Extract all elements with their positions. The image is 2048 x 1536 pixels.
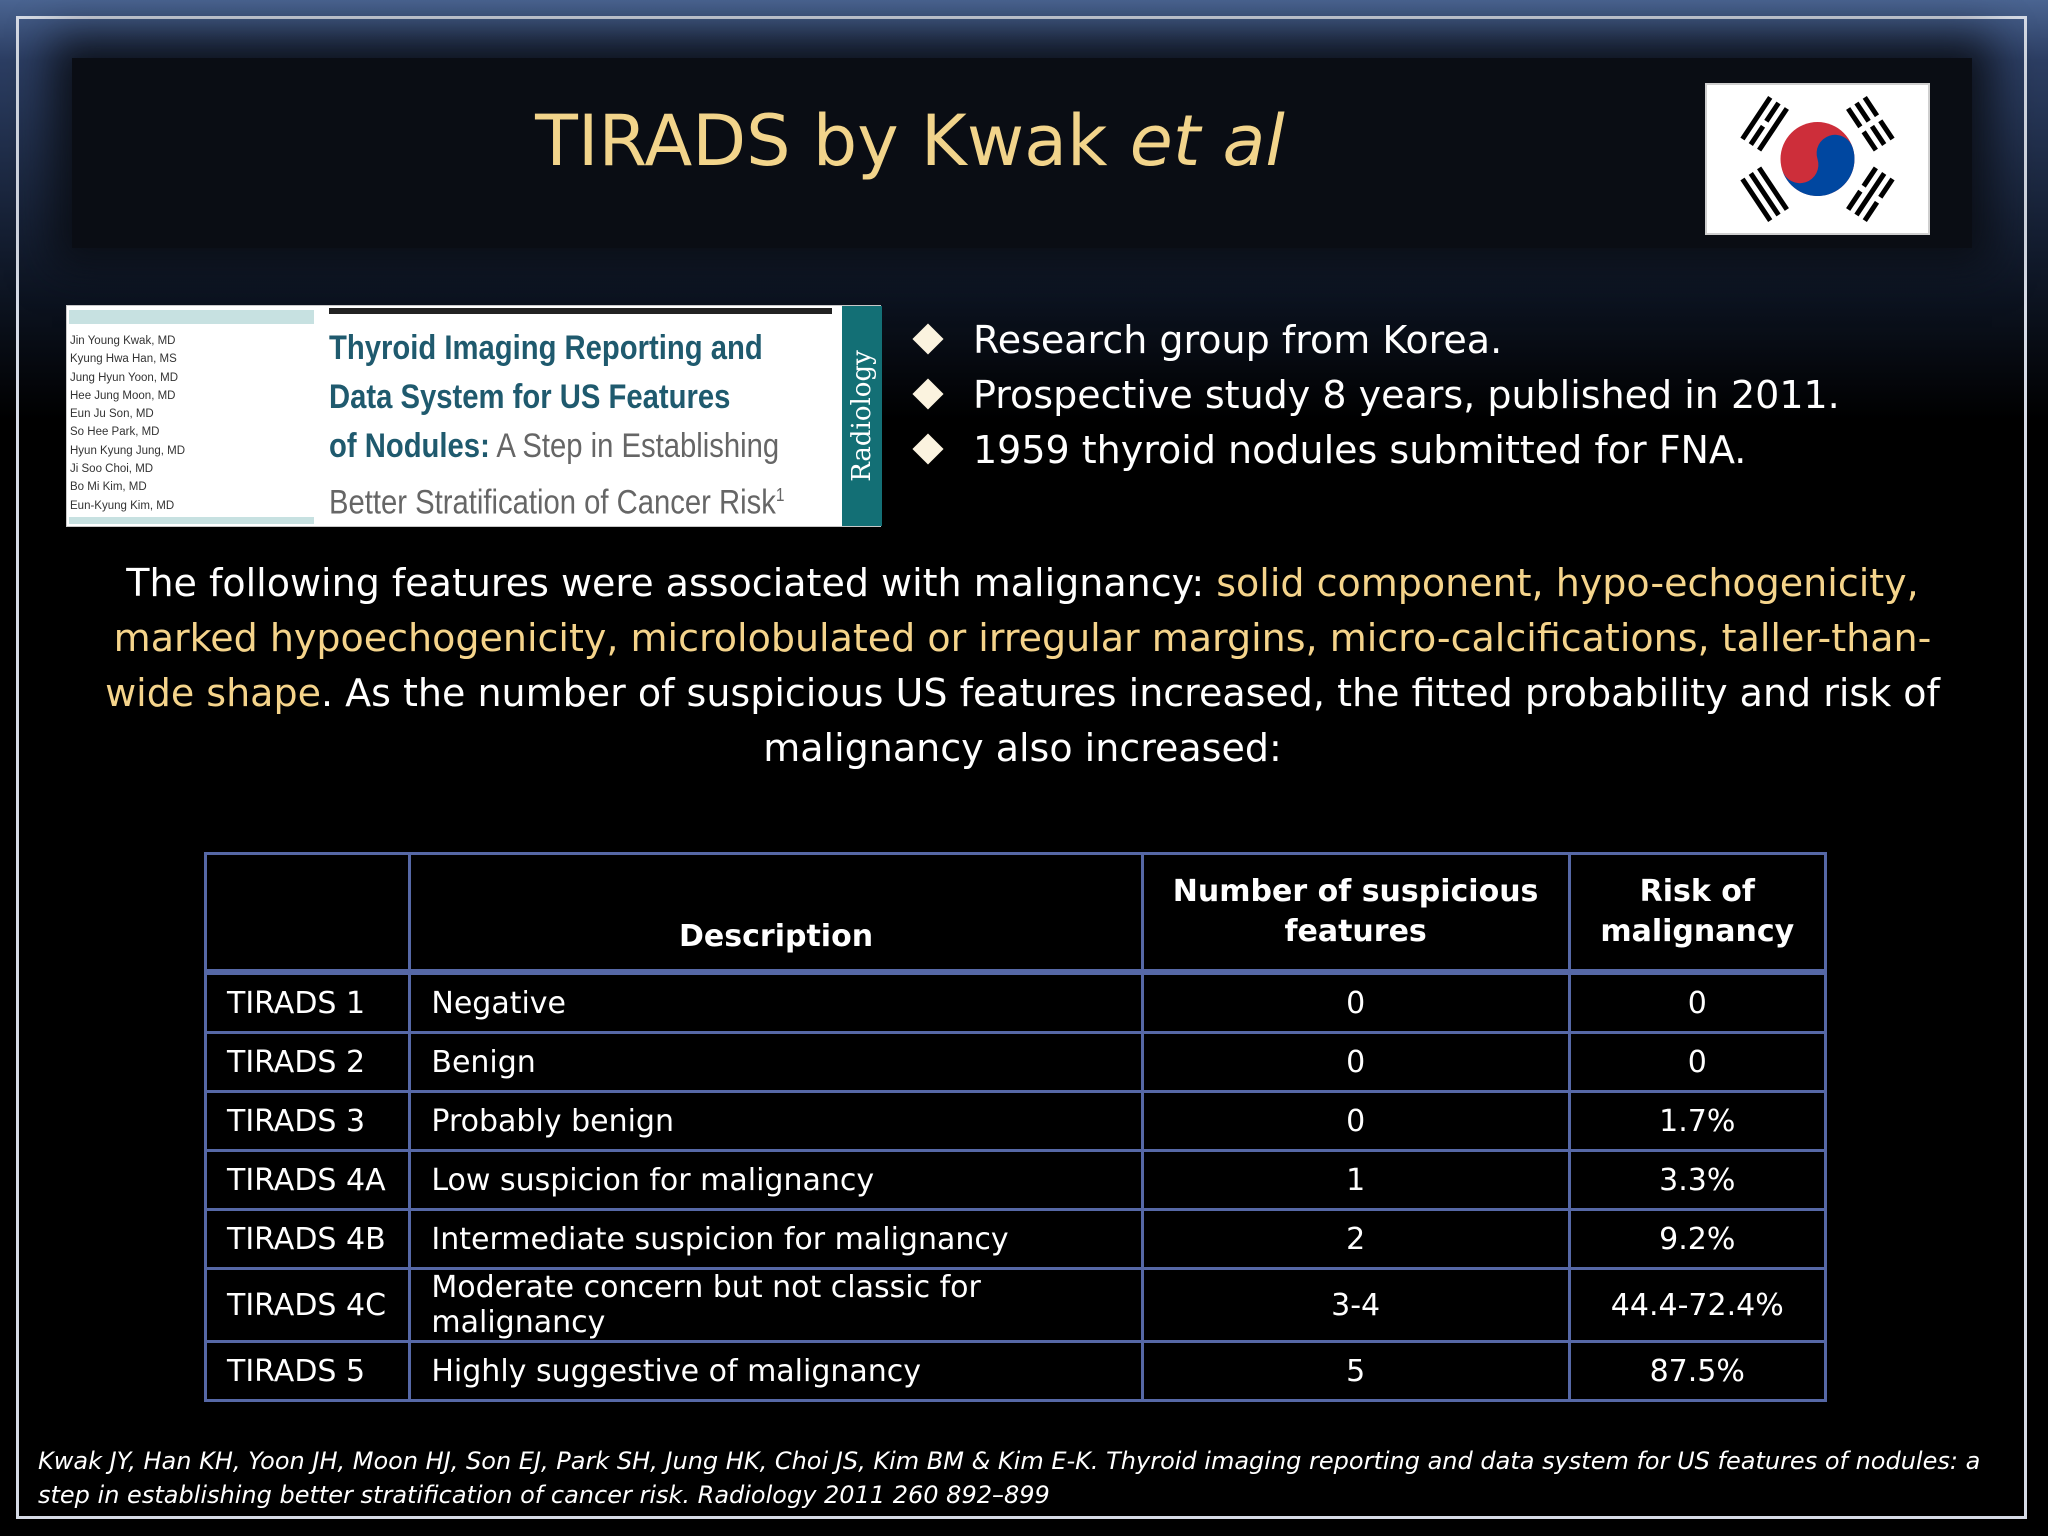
citation: Kwak JY, Han KH, Yoon JH, Moon HJ, Son E…: [38, 1447, 1981, 1509]
paper-header-image: Jin Young Kwak, MD Kyung Hwa Han, MS Jun…: [66, 305, 882, 527]
table-row: TIRADS 5 Highly suggestive of malignancy…: [203, 1340, 1827, 1402]
grade-cell: TIRADS 3: [203, 1090, 412, 1152]
paper-accent-bar: [69, 310, 314, 324]
paper-author: Jin Young Kwak, MD: [70, 335, 176, 347]
description-cell: Moderate concern but not classic for mal…: [408, 1267, 1144, 1343]
table-row: TIRADS 2 Benign 0 0: [203, 1031, 1827, 1093]
risk-cell: 44.4-72.4%: [1567, 1267, 1827, 1343]
slide-title: TIRADS by Kwak et al: [535, 100, 1285, 182]
paper-rule: [329, 308, 832, 314]
features-paragraph: The following features were associated w…: [105, 561, 1940, 770]
paper-authors: Jin Young Kwak, MD Kyung Hwa Han, MS Jun…: [70, 332, 310, 515]
features-cell: 0: [1140, 1090, 1571, 1152]
highlighted-features: solid component, hypo-echogenicity, mark…: [105, 561, 1932, 715]
risk-cell: 1.7%: [1567, 1090, 1827, 1152]
slide-frame: [16, 16, 2027, 1519]
description-cell: Intermediate suspicion for malignancy: [408, 1208, 1144, 1270]
header-cell: Number of suspicious features: [1140, 852, 1571, 975]
description-cell: Negative: [408, 970, 1144, 1034]
paper-author: Eun Ju Son, MD: [70, 408, 154, 421]
paper-accent-bar-bottom: [69, 517, 314, 524]
features-cell: 0: [1140, 1031, 1571, 1093]
journal-name: Radiology: [847, 350, 877, 482]
features-cell: 0: [1140, 970, 1571, 1034]
paper-author: Kyung Hwa Han, MS: [70, 353, 177, 366]
description-cell: Low suspicion for malignancy: [408, 1149, 1144, 1211]
paper-author: So Hee Park, MD: [70, 426, 160, 439]
features-cell: 3-4: [1140, 1267, 1571, 1343]
grade-cell: TIRADS 5: [203, 1340, 412, 1402]
risk-cell: 0: [1567, 970, 1827, 1034]
risk-cell: 9.2%: [1567, 1208, 1827, 1270]
features-cell: 2: [1140, 1208, 1571, 1270]
features-cell: 1: [1140, 1149, 1571, 1211]
grade-cell: TIRADS 1: [203, 970, 412, 1034]
grade-cell: TIRADS 4B: [203, 1208, 412, 1270]
south-korea-flag-icon: [1705, 83, 1930, 235]
paper-author: Bo Mi Kim, MD: [70, 481, 147, 494]
journal-spine: Radiology: [842, 306, 882, 526]
paper-author: Ji Soo Choi, MD: [70, 463, 154, 476]
paper-author: Eun-Kyung Kim, MD: [70, 499, 175, 512]
risk-cell: 3.3%: [1567, 1149, 1827, 1211]
features-cell: 5: [1140, 1340, 1571, 1402]
table-row: TIRADS 4A Low suspicion for malignancy 1…: [203, 1149, 1827, 1211]
grade-cell: TIRADS 4A: [203, 1149, 412, 1211]
risk-cell: 0: [1567, 1031, 1827, 1093]
table-row: TIRADS 4B Intermediate suspicion for mal…: [203, 1208, 1827, 1270]
description-cell: Highly suggestive of malignancy: [408, 1340, 1144, 1402]
header-cell: Risk of malignancy: [1567, 852, 1827, 975]
table-row: TIRADS 3 Probably benign 0 1.7%: [203, 1090, 1827, 1152]
table-header-row: Description Number of suspicious feature…: [203, 852, 1827, 975]
description-cell: Probably benign: [408, 1090, 1144, 1152]
paper-author: Hee Jung Moon, MD: [70, 389, 176, 402]
paper-author: Jung Hyun Yoon, MD: [70, 371, 179, 384]
grade-cell: TIRADS 2: [203, 1031, 412, 1093]
grade-cell: TIRADS 4C: [203, 1267, 412, 1343]
table-row: TIRADS 1 Negative 0 0: [203, 970, 1827, 1034]
tirads-table: Description Number of suspicious feature…: [203, 852, 1827, 1402]
paper-title: Thyroid Imaging Reporting and Data Syste…: [329, 329, 785, 522]
description-cell: Benign: [408, 1031, 1144, 1093]
header-cell: Description: [408, 852, 1144, 975]
table-row: TIRADS 4C Moderate concern but not class…: [203, 1267, 1827, 1343]
risk-cell: 87.5%: [1567, 1340, 1827, 1402]
title-bar: [72, 58, 1972, 248]
header-cell: [203, 852, 412, 975]
paper-author: Hyun Kyung Jung, MD: [70, 444, 186, 457]
